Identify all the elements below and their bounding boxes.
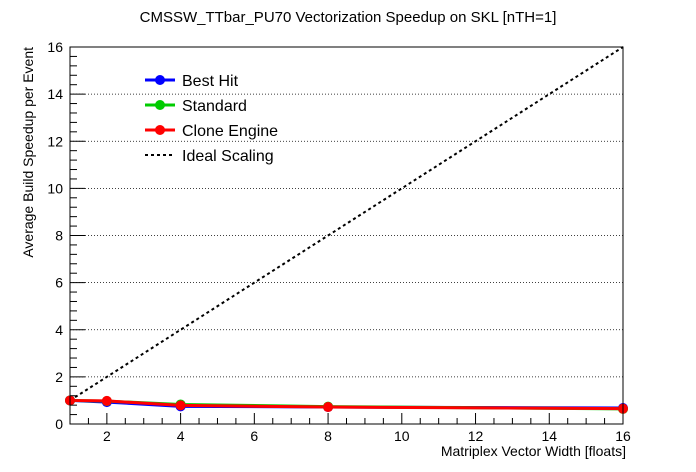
legend-label: Ideal Scaling (182, 148, 274, 165)
series-line (69, 398, 624, 411)
x-tick-label: 2 (103, 428, 111, 444)
x-tick-label: 4 (177, 428, 185, 444)
x-tick-label: 10 (394, 428, 410, 444)
data-point (323, 402, 334, 413)
y-tick-label: 16 (47, 39, 63, 55)
y-tick-label: 6 (55, 275, 63, 291)
y-tick-label: 2 (55, 369, 63, 385)
legend-label: Clone Engine (182, 123, 278, 140)
axis-ticks (69, 46, 624, 425)
legend: Best Hit Standard Clone Engine Ideal Scalin… (145, 73, 278, 165)
legend-label: Standard (182, 98, 247, 115)
data-point (101, 395, 112, 406)
y-tick-label: 8 (55, 228, 63, 244)
series-group (65, 395, 628, 414)
y-tick-label: 0 (55, 416, 63, 432)
y-tick-label: 10 (47, 180, 63, 196)
y-tick-label: 12 (47, 133, 63, 149)
ideal-scaling-line (69, 46, 624, 402)
y-tick-label: 4 (55, 322, 63, 338)
y-tick-label: 14 (47, 86, 63, 102)
ideal-scaling-line (69, 46, 624, 402)
x-tick-label: 16 (615, 428, 631, 444)
legend-marker (155, 100, 165, 110)
grid-lines (70, 93, 623, 378)
chart-title: CMSSW_TTbar_PU70 Vectorization Speedup o… (140, 9, 557, 26)
legend-marker (155, 75, 165, 85)
tick-labels: 2 4 6 8 10 12 14 16 0 2 4 6 8 10 12 14 16 (47, 39, 631, 444)
y-axis-label: Average Build Speedup per Event (20, 47, 36, 258)
x-tick-label: 6 (250, 428, 258, 444)
data-point (175, 400, 186, 411)
x-tick-label: 8 (324, 428, 332, 444)
legend-label: Best Hit (182, 73, 239, 90)
x-tick-label: 12 (468, 428, 484, 444)
x-axis-label: Matriplex Vector Width [floats] (441, 443, 626, 459)
legend-marker (155, 125, 165, 135)
x-tick-label: 14 (541, 428, 557, 444)
